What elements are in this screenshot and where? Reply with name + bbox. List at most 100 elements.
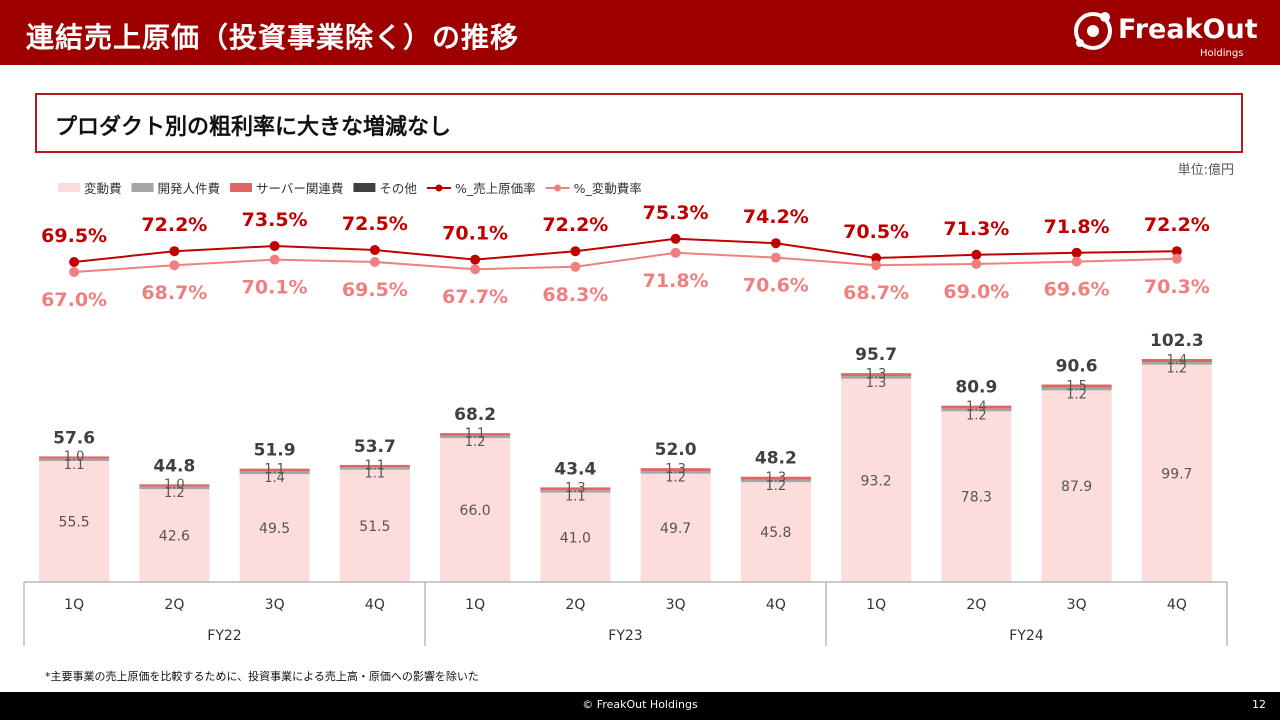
bar-variable-10 bbox=[1041, 390, 1112, 582]
bar-server-3 bbox=[339, 464, 410, 468]
point-var_rate-4 bbox=[470, 264, 481, 275]
point-var_rate-10 bbox=[1071, 256, 1082, 267]
legend-swatch-2 bbox=[230, 183, 253, 192]
bar-dev-8 bbox=[841, 375, 912, 379]
bar-label-dev-8: 1.3 bbox=[866, 376, 887, 391]
x-tick-label-10: 3Q bbox=[1067, 597, 1087, 613]
bar-label-dev-10: 1.2 bbox=[1066, 387, 1087, 402]
bar-label-variable-4: 66.0 bbox=[460, 503, 491, 519]
bar-variable-4 bbox=[440, 438, 511, 582]
bar-server-10 bbox=[1041, 384, 1112, 388]
point-label-var_rate-9: 69.0% bbox=[943, 281, 1009, 303]
bar-dev-6 bbox=[640, 471, 711, 474]
bar-label-variable-0: 55.5 bbox=[59, 515, 90, 531]
legend-marker-5 bbox=[554, 184, 562, 192]
point-label-var_rate-0: 67.0% bbox=[41, 289, 107, 311]
bar-dev-3 bbox=[339, 467, 410, 470]
legend-label-0: 変動費 bbox=[84, 181, 122, 196]
point-var_rate-8 bbox=[871, 260, 882, 271]
point-label-var_rate-7: 70.6% bbox=[743, 275, 809, 297]
bar-dev-7 bbox=[740, 479, 811, 483]
bar-label-server-10: 1.5 bbox=[1066, 379, 1087, 394]
bar-server-1 bbox=[139, 484, 210, 487]
point-cost_rate-7 bbox=[770, 238, 781, 249]
bar-label-server-9: 1.4 bbox=[966, 400, 987, 415]
group-label-fy23: FY23 bbox=[608, 628, 642, 644]
point-label-cost_rate-11: 72.2% bbox=[1144, 214, 1210, 236]
bar-label-variable-3: 51.5 bbox=[359, 519, 390, 535]
point-label-cost_rate-4: 70.1% bbox=[442, 223, 508, 245]
point-label-var_rate-1: 68.7% bbox=[141, 282, 207, 304]
x-tick-label-7: 4Q bbox=[766, 597, 786, 613]
bar-label-dev-11: 1.2 bbox=[1167, 362, 1188, 377]
point-cost_rate-8 bbox=[871, 253, 882, 263]
bar-label-server-2: 1.1 bbox=[264, 462, 285, 477]
bar-total-10: 90.6 bbox=[1056, 356, 1098, 376]
x-tick-label-9: 2Q bbox=[966, 597, 986, 613]
bar-label-dev-9: 1.2 bbox=[966, 408, 987, 423]
bar-variable-2 bbox=[239, 474, 310, 582]
bar-label-dev-2: 1.4 bbox=[264, 471, 285, 486]
cost-chart: 変動費 開発人件費 サーバー関連費 その他 %_売上原価率 %_変動費率55.51.11.… bbox=[23, 181, 1228, 646]
bar-dev-10 bbox=[1041, 387, 1112, 391]
point-var_rate-1 bbox=[169, 260, 180, 271]
bar-label-variable-9: 78.3 bbox=[961, 490, 992, 506]
legend-swatch-0 bbox=[58, 183, 80, 192]
point-var_rate-3 bbox=[369, 257, 380, 267]
line-var_rate bbox=[74, 251, 1177, 273]
page-number: 12 bbox=[1252, 698, 1266, 711]
legend-label-2: サーバー関連費 bbox=[256, 181, 343, 196]
copyright: © FreakOut Holdings bbox=[582, 698, 698, 711]
point-cost_rate-4 bbox=[470, 254, 481, 265]
bar-server-4 bbox=[440, 433, 511, 436]
point-label-cost_rate-10: 71.8% bbox=[1044, 216, 1110, 238]
point-label-cost_rate-1: 72.2% bbox=[141, 214, 207, 236]
x-tick-label-5: 2Q bbox=[565, 597, 585, 613]
bar-total-9: 80.9 bbox=[955, 378, 997, 398]
bar-total-2: 51.9 bbox=[254, 441, 296, 461]
point-label-cost_rate-9: 71.3% bbox=[943, 218, 1009, 240]
bar-variable-8 bbox=[841, 378, 912, 582]
point-cost_rate-0 bbox=[69, 257, 80, 267]
footer-bar: © FreakOut Holdings 12 bbox=[0, 692, 1280, 720]
point-label-cost_rate-7: 74.2% bbox=[743, 206, 809, 228]
point-cost_rate-6 bbox=[670, 233, 681, 244]
point-var_rate-0 bbox=[69, 267, 80, 277]
unit-label: 単位:億円 bbox=[1177, 163, 1234, 178]
logo-subtext: Holdings bbox=[1200, 48, 1244, 59]
bar-total-1: 44.8 bbox=[153, 456, 195, 476]
bar-label-dev-1: 1.2 bbox=[164, 486, 185, 501]
point-cost_rate-10 bbox=[1071, 247, 1082, 258]
point-cost_rate-2 bbox=[269, 241, 280, 251]
bar-total-7: 48.2 bbox=[755, 449, 797, 469]
bar-label-dev-3: 1.1 bbox=[365, 467, 386, 482]
bar-dev-11 bbox=[1141, 362, 1212, 365]
bar-dev-4 bbox=[440, 435, 511, 439]
bar-label-variable-10: 87.9 bbox=[1061, 479, 1092, 495]
point-label-cost_rate-2: 73.5% bbox=[242, 209, 308, 231]
bar-server-2 bbox=[239, 468, 310, 472]
point-var_rate-5 bbox=[570, 261, 581, 272]
point-cost_rate-5 bbox=[570, 246, 581, 257]
page-title: 連結売上原価（投資事業除く）の推移 bbox=[26, 21, 520, 54]
bar-label-dev-0: 1.1 bbox=[64, 458, 85, 473]
bar-dev-1 bbox=[139, 486, 210, 490]
logo-wordmark: FreakOut bbox=[1118, 14, 1258, 45]
bar-dev-2 bbox=[239, 471, 310, 475]
bar-label-dev-6: 1.2 bbox=[665, 471, 686, 486]
bar-variable-6 bbox=[640, 473, 711, 582]
point-var_rate-6 bbox=[670, 247, 681, 258]
bar-total-3: 53.7 bbox=[354, 437, 396, 457]
bar-variable-9 bbox=[941, 411, 1012, 582]
bar-label-variable-5: 41.0 bbox=[560, 530, 591, 546]
bar-server-5 bbox=[540, 487, 611, 491]
key-message: プロダクト別の粗利率に大きな増減なし bbox=[55, 115, 452, 140]
bar-dev-5 bbox=[540, 490, 611, 493]
point-cost_rate-11 bbox=[1171, 246, 1182, 257]
bar-total-8: 95.7 bbox=[855, 345, 897, 365]
point-cost_rate-9 bbox=[971, 249, 982, 260]
bar-variable-7 bbox=[740, 482, 811, 582]
point-label-var_rate-2: 70.1% bbox=[242, 277, 308, 299]
point-cost_rate-1 bbox=[169, 246, 180, 257]
group-label-fy24: FY24 bbox=[1009, 628, 1044, 644]
